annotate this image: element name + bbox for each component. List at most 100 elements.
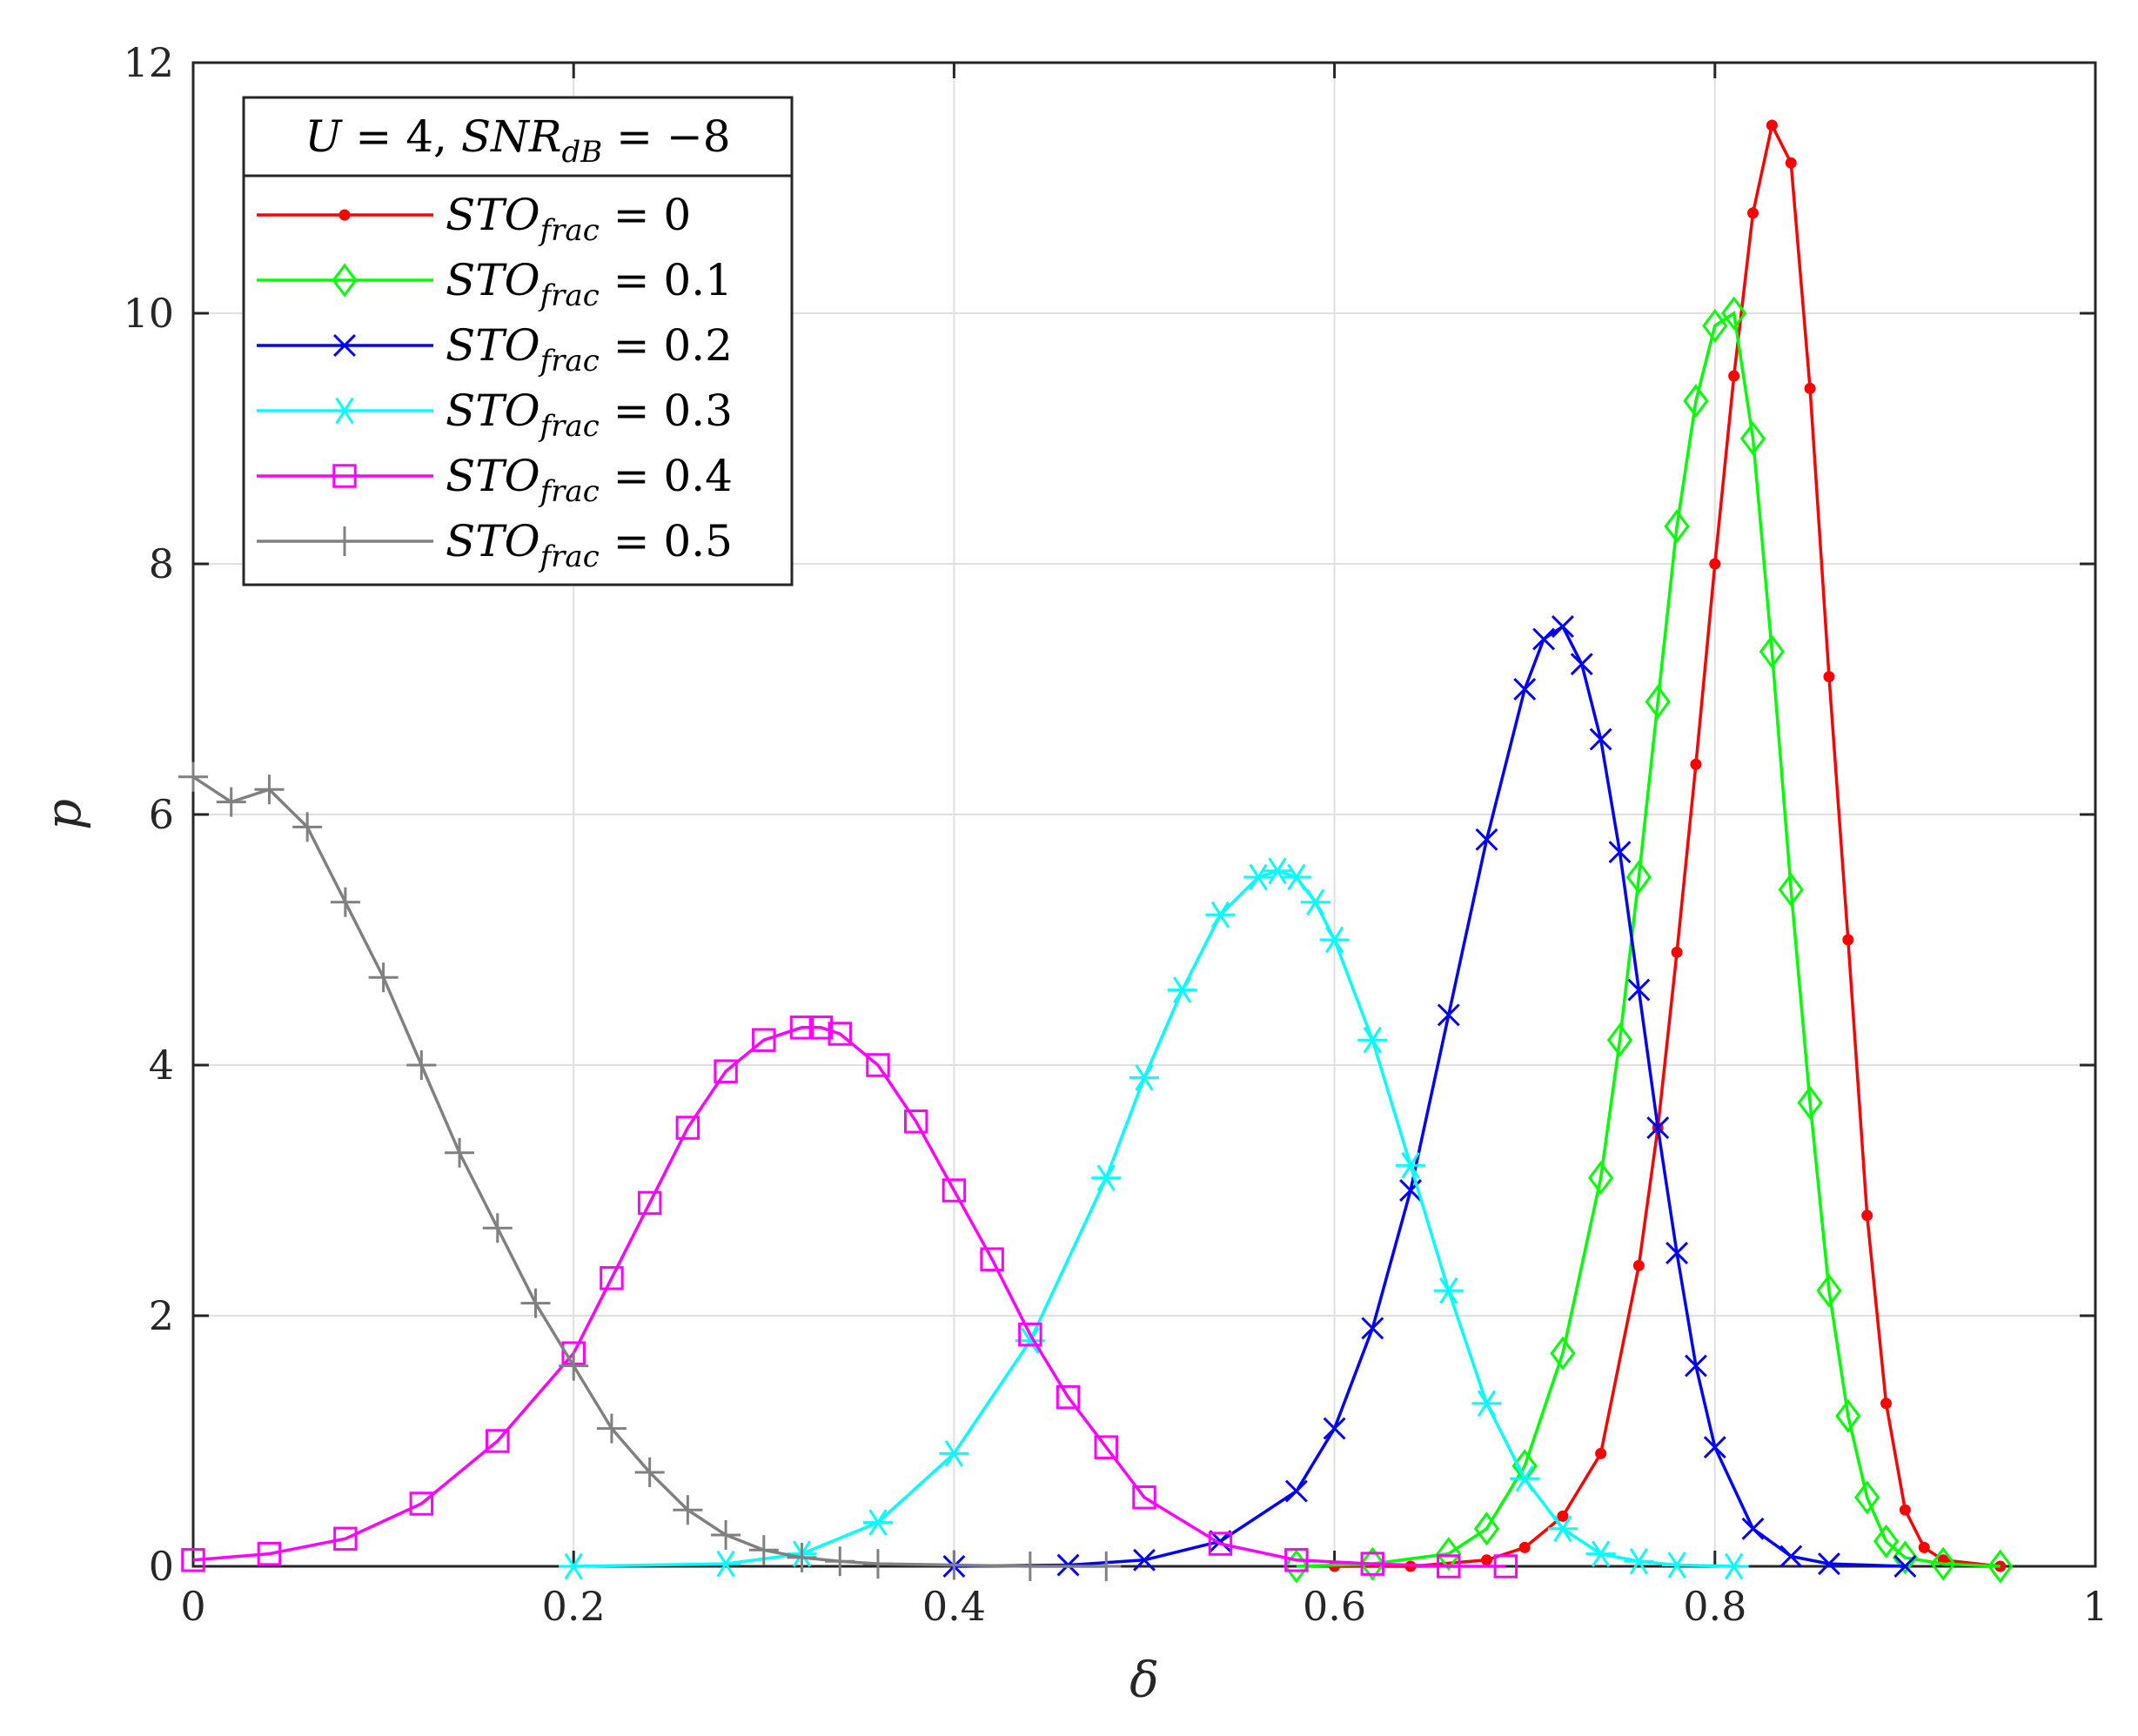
data-point	[1518, 1541, 1531, 1553]
data-point	[1263, 857, 1293, 885]
legend-label-eq: = 0.5	[600, 516, 733, 566]
data-point	[1703, 1436, 1726, 1459]
data-point	[1719, 1552, 1749, 1580]
data-point	[1480, 1554, 1492, 1566]
legend-label-eq: = 0.4	[600, 451, 733, 501]
data-point	[787, 1542, 817, 1572]
data-point	[178, 761, 208, 792]
data-point	[980, 1247, 1004, 1271]
data-point	[1359, 1546, 1385, 1581]
data-point	[1493, 1554, 1518, 1578]
data-point	[1167, 976, 1197, 1003]
data-point	[368, 962, 399, 993]
legend-label: STOfrac = 0.5	[446, 516, 733, 574]
data-point	[1817, 1552, 1840, 1576]
data-point	[1797, 1085, 1823, 1120]
data-point	[711, 1550, 741, 1578]
legend-label-var: STO	[446, 516, 540, 566]
legend-label-var: STO	[446, 385, 540, 436]
series-3	[559, 857, 1749, 1580]
data-point	[862, 1509, 893, 1536]
data-point	[1056, 1384, 1081, 1410]
grid	[192, 62, 2096, 1567]
y-tick-label: 0	[149, 1543, 174, 1590]
data-point	[330, 887, 360, 917]
legend-title-snr: SNR	[461, 111, 562, 162]
legend-title-snr-eq: = −8	[602, 111, 730, 162]
y-tick-label: 12	[123, 39, 174, 86]
data-point	[445, 1137, 475, 1168]
data-point	[825, 1546, 855, 1577]
data-point	[1816, 1273, 1842, 1308]
data-point	[338, 209, 351, 221]
legend-label-sub: frac	[538, 344, 600, 379]
data-point	[482, 1213, 513, 1243]
data-point	[1627, 978, 1651, 1002]
data-point	[216, 787, 246, 817]
data-point	[942, 1178, 967, 1203]
data-point	[1778, 872, 1804, 907]
data-point	[1357, 1026, 1388, 1054]
legend-label: STOfrac = 0.2	[446, 320, 733, 379]
legend-label: STOfrac = 0.3	[446, 385, 733, 444]
data-point	[1208, 1532, 1233, 1556]
data-point	[1728, 370, 1740, 382]
data-point	[1475, 828, 1498, 851]
data-point	[939, 1550, 969, 1580]
legend-label-var: STO	[446, 320, 540, 371]
data-point	[1557, 1510, 1569, 1522]
data-point	[1892, 1540, 1919, 1575]
data-point	[1532, 627, 1556, 651]
series-2	[942, 615, 1917, 1578]
legend-label: STOfrac = 0.1	[446, 255, 733, 313]
data-point	[406, 1050, 437, 1080]
data-point	[330, 397, 359, 425]
data-point	[1893, 1555, 1917, 1578]
data-point	[559, 1351, 589, 1381]
x-tick-label: 0.2	[542, 1583, 606, 1630]
legend-entry-0: STOfrac = 0	[257, 190, 691, 248]
y-tick-label: 6	[149, 791, 174, 838]
data-point	[1662, 1552, 1692, 1578]
legend-label-sub: frac	[538, 213, 600, 248]
data-point	[1205, 901, 1236, 928]
data-point	[1739, 421, 1766, 456]
data-point	[1785, 157, 1797, 169]
data-point	[409, 1491, 434, 1516]
data-point	[714, 1059, 738, 1083]
legend-entry-5: STOfrac = 0.5	[257, 516, 733, 574]
data-point	[1094, 1435, 1119, 1459]
data-point	[1550, 1336, 1576, 1371]
data-point	[1709, 558, 1721, 570]
data-point	[1684, 1354, 1707, 1377]
data-point	[1018, 1322, 1042, 1347]
data-point	[752, 1028, 776, 1052]
data-point	[1133, 1548, 1156, 1572]
legend-label-var: STO	[446, 255, 540, 305]
data-point	[1132, 1485, 1156, 1510]
data-point	[866, 1053, 890, 1077]
data-point	[634, 1458, 665, 1487]
data-point	[1741, 1517, 1765, 1540]
data-point	[254, 774, 285, 805]
series-line	[1296, 311, 2001, 1568]
data-point	[333, 1526, 358, 1552]
legend-entry-1: STOfrac = 0.1	[257, 255, 733, 313]
data-point	[1091, 1552, 1122, 1581]
data-point	[181, 1548, 205, 1572]
data-point	[1091, 1164, 1122, 1191]
data-point	[330, 526, 359, 556]
data-point	[332, 464, 357, 488]
data-point	[828, 1022, 852, 1046]
data-point	[1589, 727, 1612, 751]
legend-label-sub: frac	[538, 278, 600, 313]
data-point	[596, 1413, 627, 1444]
x-axis-label: δ	[1129, 1652, 1159, 1709]
data-point	[1625, 860, 1652, 895]
data-point	[292, 812, 323, 842]
legend-box	[242, 96, 794, 586]
data-point	[1899, 1504, 1911, 1516]
y-tick-label: 8	[149, 540, 174, 587]
series-4	[181, 1015, 1518, 1578]
